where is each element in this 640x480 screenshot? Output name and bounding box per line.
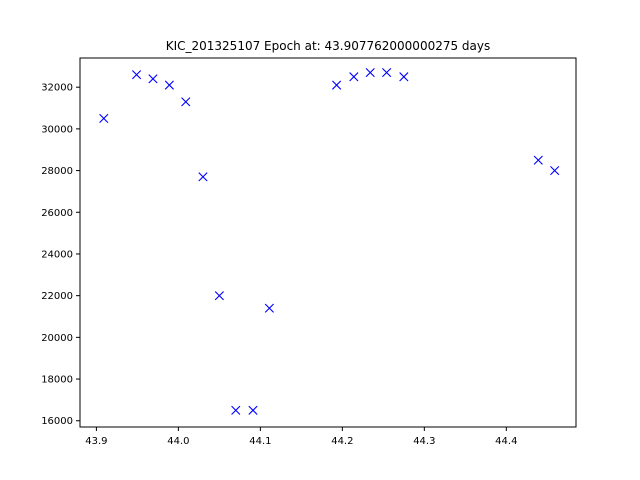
data-point (231, 405, 241, 415)
x-tick-label: 43.9 (85, 436, 107, 447)
y-tick-label: 24000 (41, 249, 73, 260)
y-axis: 16000 18000 20000 22000 24000 26000 28000 30000… (41, 83, 80, 427)
x-tick-label: 44.1 (249, 436, 271, 447)
data-point (382, 68, 392, 78)
x-tick-label: 44.3 (413, 436, 435, 447)
data-point (198, 172, 208, 182)
y-tick-label: 32000 (41, 83, 73, 94)
data-point (349, 72, 359, 82)
data-point (264, 303, 274, 313)
y-tick-label: 20000 (41, 333, 73, 344)
chart-title: KIC_201325107 Epoch at: 43.9077620000002… (166, 39, 491, 53)
data-point (332, 80, 342, 90)
data-point (181, 97, 191, 107)
data-point (148, 74, 158, 84)
y-tick-label: 28000 (41, 166, 73, 177)
data-point (99, 113, 109, 124)
y-tick-label: 26000 (41, 208, 73, 219)
y-tick-label: 16000 (41, 416, 73, 427)
data-point (550, 165, 560, 176)
data-point (131, 70, 142, 80)
data-point (214, 291, 224, 301)
y-tick-label: 22000 (41, 291, 73, 302)
x-tick-label: 44.2 (331, 436, 353, 447)
data-point (365, 68, 375, 78)
data-points (99, 68, 560, 415)
x-tick-label: 44.0 (167, 436, 189, 447)
data-point (533, 155, 543, 165)
data-point (164, 80, 174, 90)
x-axis: 43.9 44.0 44.1 44.2 44.3 44.4 (85, 427, 517, 447)
data-point (399, 72, 409, 82)
x-tick-label: 44.4 (495, 436, 517, 447)
y-tick-label: 18000 (41, 375, 73, 386)
data-point (248, 405, 258, 415)
axes-frame (79, 57, 577, 428)
y-tick-label: 30000 (41, 124, 73, 135)
